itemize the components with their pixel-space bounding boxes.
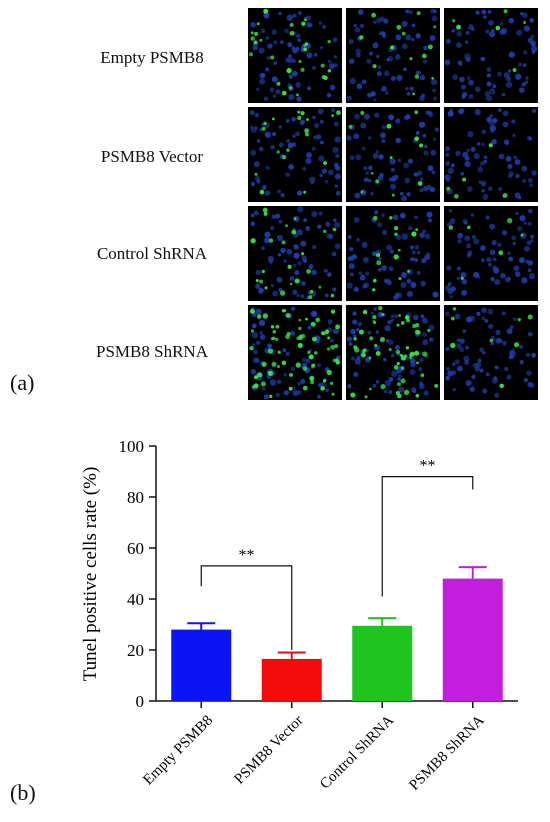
y-tick-label: 40 [127,590,144,609]
micrograph-r3-c3 [444,206,538,301]
row-label-psmb8-shrna: PSMB8 ShRNA [96,342,208,361]
micrograph-r2-c3 [444,107,538,202]
y-tick-label: 0 [136,692,145,711]
bar-chart: 0 20 40 60 80 100 Empty PSMB8 PSMB8 Vector Cont… [80,437,518,794]
y-tick-label: 80 [127,488,144,507]
bar-1 [171,629,232,701]
micrograph-r3-c1 [248,206,342,301]
significance-bracket [200,565,293,650]
x-tick-label: PSMB8 ShRNA [406,712,487,793]
micrograph-r4-c2 [346,305,440,400]
y-tick-label: 20 [127,641,144,660]
y-tick-label: 60 [127,539,144,558]
y-tick-label: 100 [119,437,145,456]
bar-series [171,566,503,701]
bar-4 [442,578,503,701]
micrograph-r1-c1 [248,8,342,103]
x-tick-labels: Empty PSMB8 PSMB8 Vector Control ShRNA PSMB… [140,701,488,794]
x-tick-label: Control ShRNA [317,712,397,792]
row-label-psmb8-vector: PSMB8 Vector [100,147,204,166]
micrograph-r2-c2 [346,107,440,202]
panel-b-tag: (b) [10,780,36,805]
micrograph-r4-c1 [248,305,342,400]
micrograph-r3-c2 [346,206,440,301]
row-label-empty-psmb8: Empty PSMB8 [100,48,204,67]
micrograph-grid [248,8,538,400]
micrograph-r1-c2 [346,8,440,103]
micrograph-r4-c3 [444,305,538,400]
significance-bracket [381,476,474,597]
row-label-control-shrna: Control ShRNA [96,244,208,263]
panel-a-tag: (a) [10,370,35,395]
y-axis-label: Tunel positive cells rate (%) [80,467,101,682]
x-tick-label: PSMB8 Vector [232,713,307,788]
significance-label: ** [420,458,436,475]
bar-3 [352,625,413,701]
significance-label: ** [239,547,255,564]
significance-brackets: ** ** [200,458,474,650]
micrograph-r2-c1 [248,107,342,202]
y-axis: 0 20 40 60 80 100 [119,437,518,711]
x-tick-label: Empty PSMB8 [140,713,216,789]
micrograph-r1-c3 [444,8,538,103]
bar-2 [261,658,322,701]
